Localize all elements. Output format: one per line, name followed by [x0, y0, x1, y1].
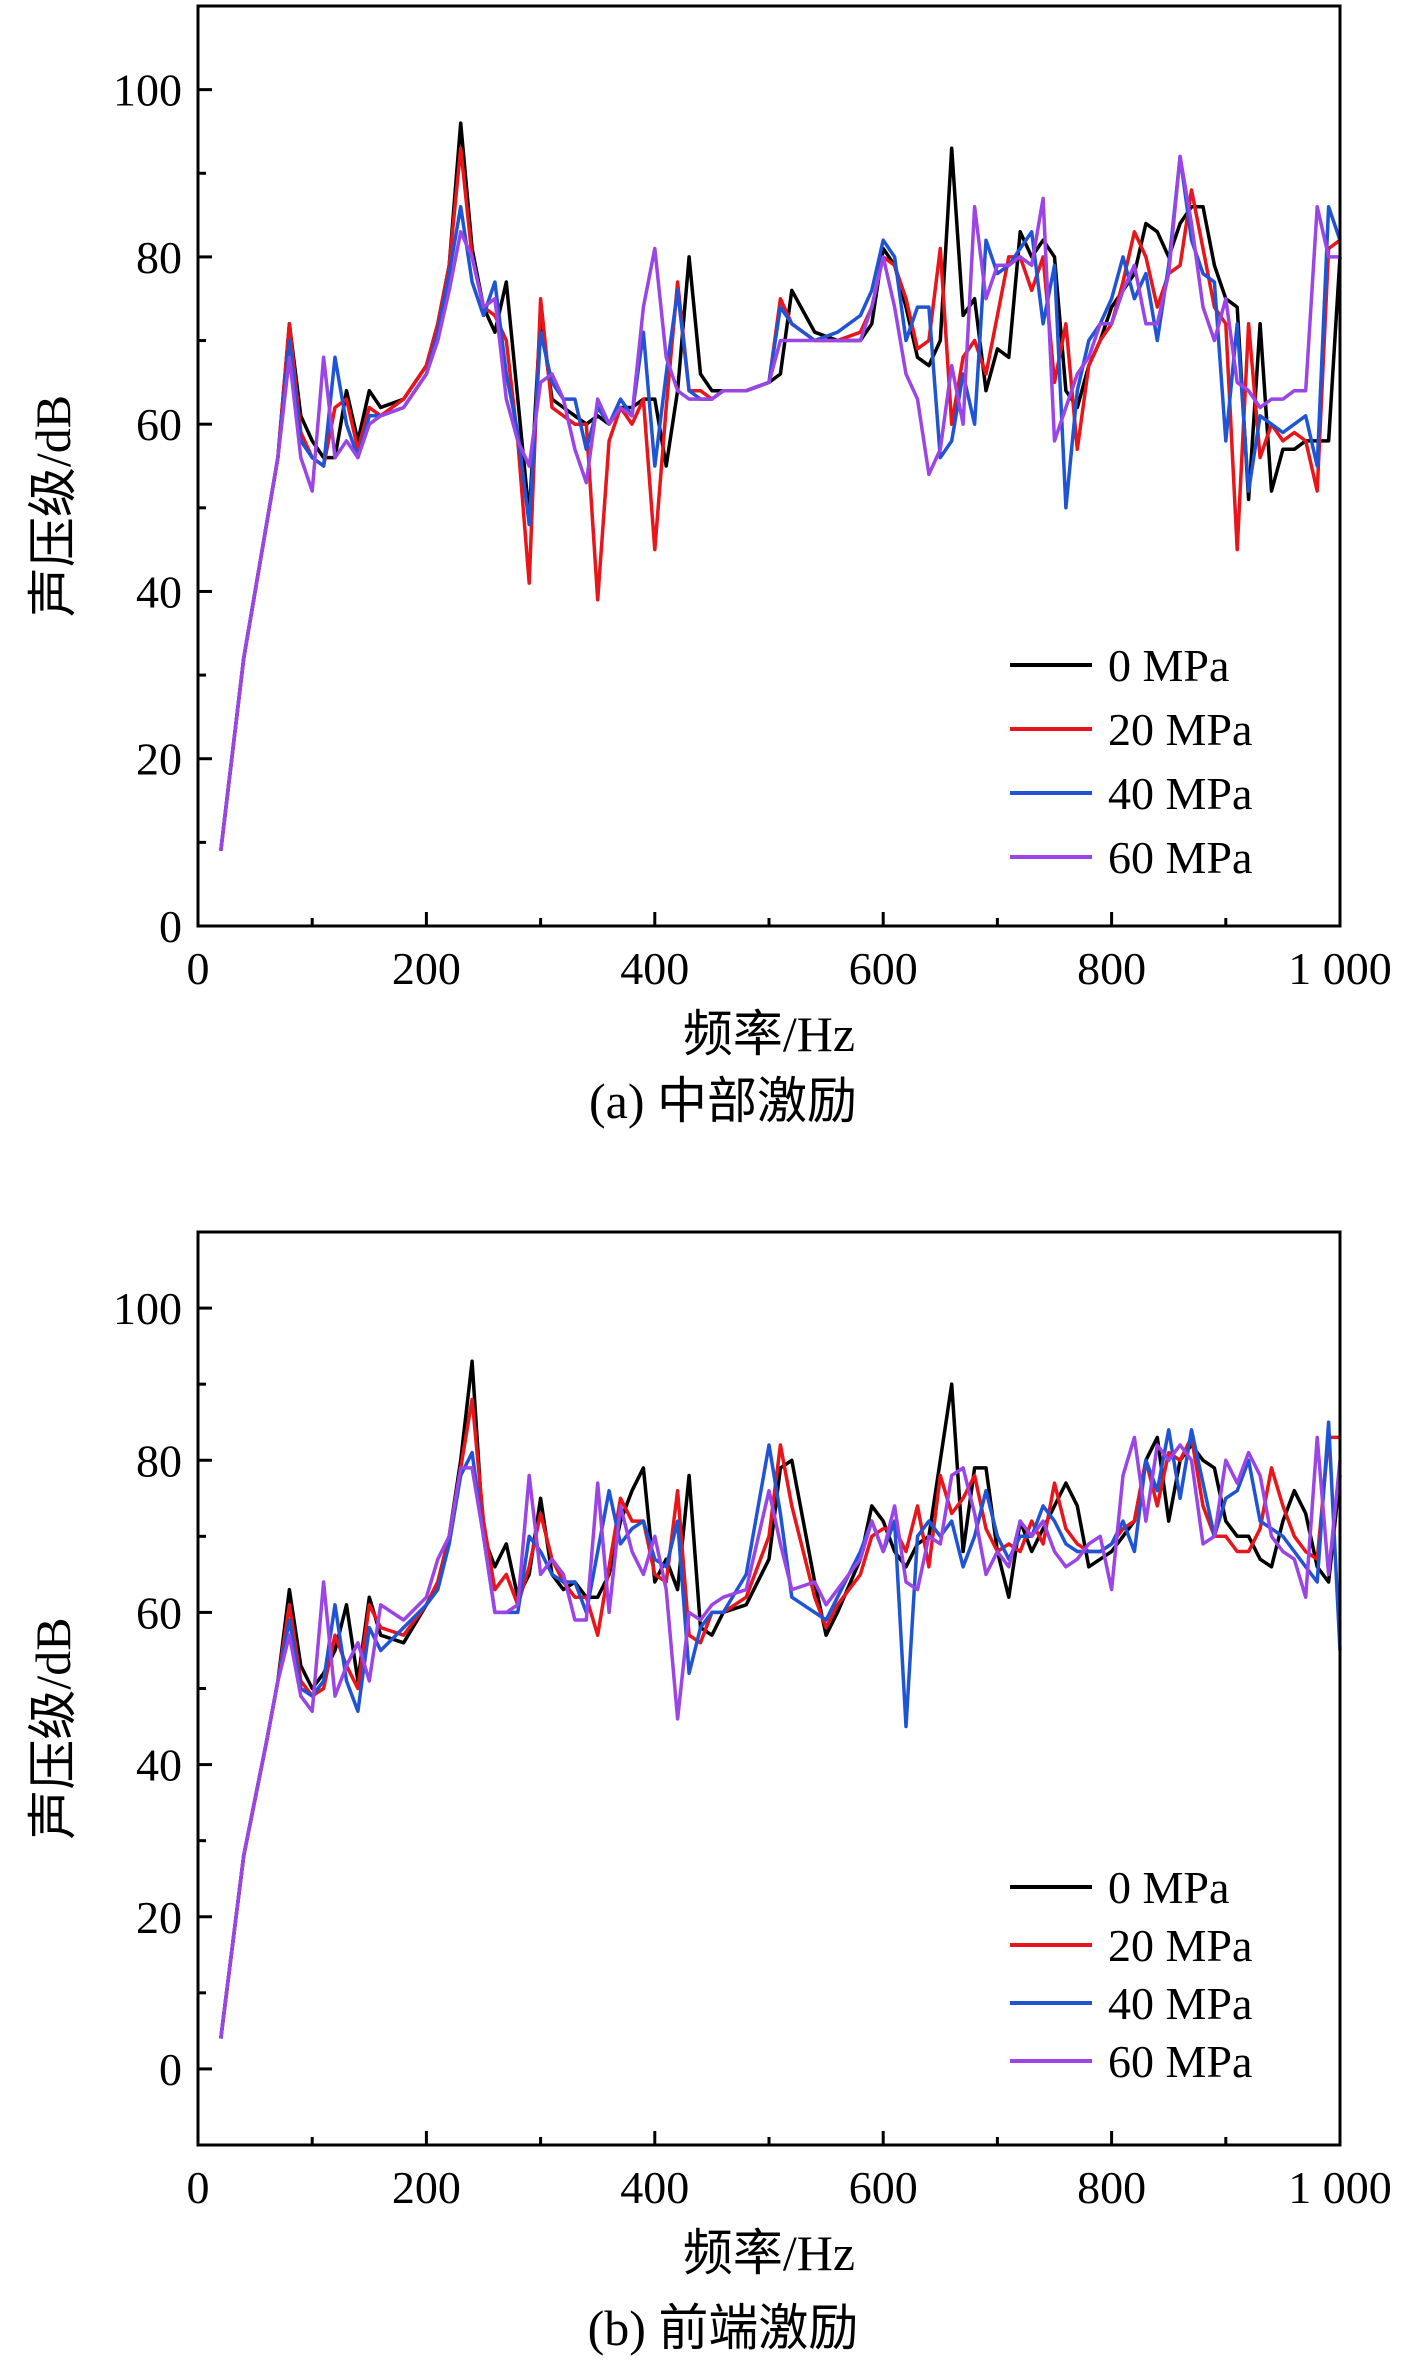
x-tick-label: 800: [1077, 2162, 1146, 2213]
y-tick-label: 100: [113, 65, 182, 116]
x-tick-label: 600: [849, 943, 918, 994]
x-tick-label: 1 000: [1288, 943, 1392, 994]
x-tick-label: 0: [187, 2162, 210, 2213]
legend-label: 60 MPa: [1108, 832, 1252, 883]
x-tick-label: 800: [1077, 943, 1146, 994]
axis-ticks: 0 200 400 600 800 1 000 0 20 40 60 80 100: [113, 4, 1392, 994]
legend-label: 40 MPa: [1108, 1978, 1252, 2029]
x-tick-label: 200: [392, 943, 461, 994]
y-tick-label: 0: [159, 901, 182, 952]
legend: 0 MPa 20 MPa 40 MPa 60 MPa: [1010, 1862, 1252, 2087]
series-line-1: [219, 1397, 1340, 2039]
legend-label: 40 MPa: [1108, 768, 1252, 819]
chart-panel-a: 0 200 400 600 800 1 000 0 20 40 60 80 100 频率/Hz 声压级…: [25, 4, 1392, 1129]
y-axis-label: 声压级/dB: [25, 1617, 81, 1839]
y-tick-label: 80: [136, 1435, 182, 1486]
panel-caption: (b) 前端激励: [588, 2300, 859, 2356]
x-tick-label: 600: [849, 2162, 918, 2213]
series-lines: [219, 1359, 1342, 2039]
x-axis-label: 频率/Hz: [683, 2225, 855, 2281]
y-tick-label: 20: [136, 1892, 182, 1943]
x-axis-label: 频率/Hz: [683, 1006, 855, 1062]
legend-label: 0 MPa: [1108, 1862, 1229, 1913]
series-line-3: [219, 154, 1340, 851]
legend-label: 60 MPa: [1108, 2036, 1252, 2087]
y-tick-label: 60: [136, 399, 182, 450]
legend-label: 0 MPa: [1108, 640, 1229, 691]
y-tick-label: 40: [136, 1740, 182, 1791]
y-axis-label: 声压级/dB: [25, 395, 81, 617]
x-tick-label: 200: [392, 2162, 461, 2213]
series-lines: [219, 121, 1342, 851]
x-tick-label: 1 000: [1288, 2162, 1392, 2213]
x-tick-label: 0: [187, 943, 210, 994]
y-tick-label: 100: [113, 1283, 182, 1334]
legend: 0 MPa 20 MPa 40 MPa 60 MPa: [1010, 640, 1252, 883]
y-tick-label: 40: [136, 566, 182, 617]
panel-caption: (a) 中部激励: [589, 1073, 857, 1129]
y-tick-label: 0: [159, 2044, 182, 2095]
y-tick-label: 60: [136, 1587, 182, 1638]
legend-label: 20 MPa: [1108, 1920, 1252, 1971]
series-line-3: [219, 1435, 1342, 2039]
y-tick-label: 80: [136, 232, 182, 283]
legend-label: 20 MPa: [1108, 704, 1252, 755]
axis-ticks: 0 200 400 600 800 1 000 0 20 40 60 80 100: [113, 1230, 1392, 2213]
x-tick-label: 400: [620, 2162, 689, 2213]
chart-panel-b: 0 200 400 600 800 1 000 0 20 40 60 80 100 频率/Hz 声压级…: [25, 1230, 1392, 2356]
y-tick-label: 20: [136, 734, 182, 785]
series-line-2: [219, 1420, 1342, 2039]
x-tick-label: 400: [620, 943, 689, 994]
